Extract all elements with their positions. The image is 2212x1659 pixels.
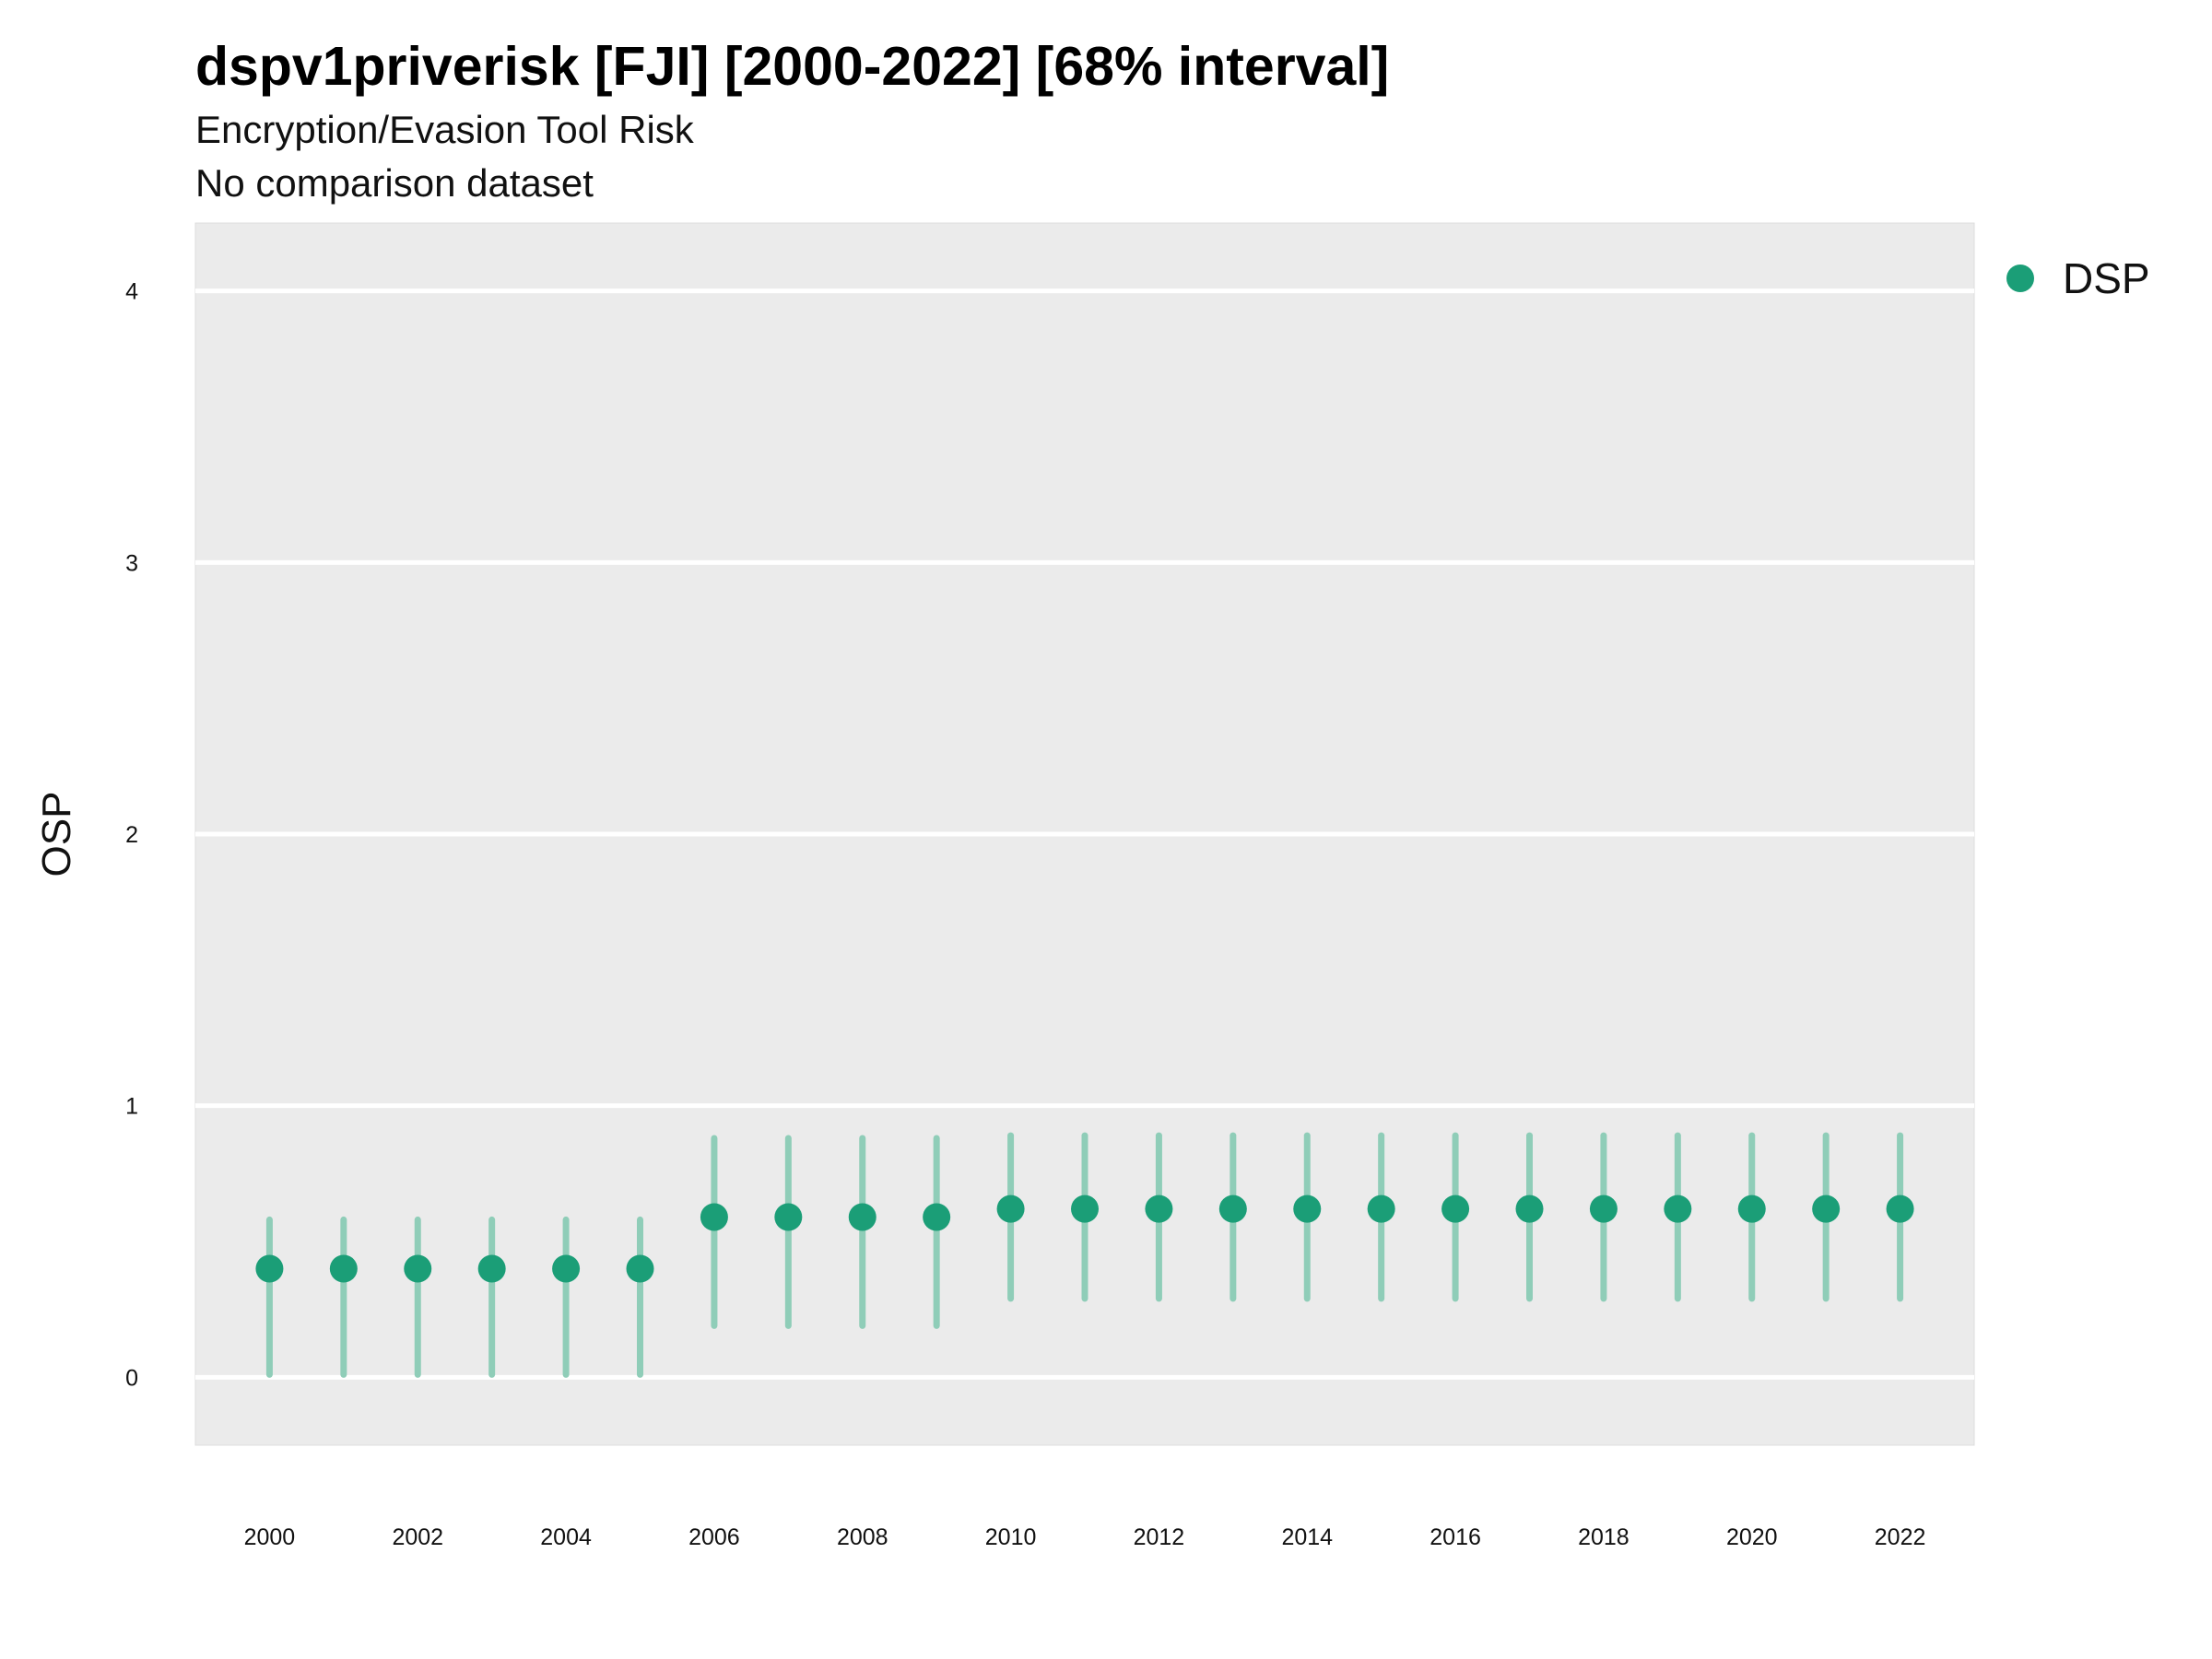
chart-subtitle: Encryption/Evasion Tool Risk	[195, 108, 695, 151]
x-tick-label: 2008	[837, 1524, 888, 1550]
data-point	[1664, 1194, 1692, 1223]
x-tick-label: 2006	[688, 1524, 740, 1550]
legend-marker	[2006, 265, 2034, 292]
y-tick-label: 2	[125, 822, 138, 848]
data-point	[477, 1254, 506, 1283]
y-tick-label: 1	[125, 1094, 138, 1120]
x-axis-ticks: 2000 2002 2004 2006 2008 2010 2012 2014 2016 2018…	[244, 1524, 1926, 1550]
x-tick-label: 2004	[540, 1524, 592, 1550]
data-point	[923, 1203, 951, 1231]
data-point	[552, 1254, 581, 1283]
x-tick-label: 2002	[392, 1524, 443, 1550]
data-point	[1218, 1194, 1247, 1223]
chart-title: dspv1priverisk [FJI] [2000-2022] [68% in…	[195, 36, 1389, 97]
data-point	[1515, 1194, 1544, 1223]
x-tick-label: 2000	[244, 1524, 296, 1550]
data-point	[1441, 1194, 1470, 1223]
data-point	[626, 1254, 654, 1283]
y-tick-label: 0	[125, 1365, 138, 1391]
x-tick-label: 2022	[1875, 1524, 1926, 1550]
x-tick-label: 2016	[1430, 1524, 1481, 1550]
y-tick-label: 4	[125, 279, 138, 305]
data-point	[1145, 1194, 1173, 1223]
x-tick-label: 2010	[985, 1524, 1037, 1550]
legend-label: DSP	[2063, 254, 2150, 302]
legend: DSP	[2006, 254, 2150, 302]
data-point	[774, 1203, 803, 1231]
data-point	[1737, 1194, 1766, 1223]
x-tick-label: 2018	[1578, 1524, 1630, 1550]
x-tick-label: 2020	[1726, 1524, 1778, 1550]
x-tick-label: 2012	[1134, 1524, 1185, 1550]
x-tick-label: 2014	[1281, 1524, 1333, 1550]
data-point	[1071, 1194, 1099, 1223]
data-point	[848, 1203, 877, 1231]
data-point	[1589, 1194, 1618, 1223]
y-tick-label: 3	[125, 550, 138, 576]
data-point	[1367, 1194, 1395, 1223]
y-axis-ticks: 0 1 2 3 4	[125, 279, 138, 1392]
y-axis-label: OSP	[34, 792, 79, 877]
data-point	[404, 1254, 432, 1283]
data-point	[255, 1254, 284, 1283]
data-point	[700, 1203, 728, 1231]
data-point	[996, 1194, 1025, 1223]
data-point	[1293, 1194, 1322, 1223]
data-points	[255, 1194, 1914, 1283]
data-point	[329, 1254, 358, 1283]
chart-caption: No comparison dataset	[195, 161, 594, 205]
data-point	[1886, 1194, 1914, 1223]
data-point	[1812, 1194, 1841, 1223]
